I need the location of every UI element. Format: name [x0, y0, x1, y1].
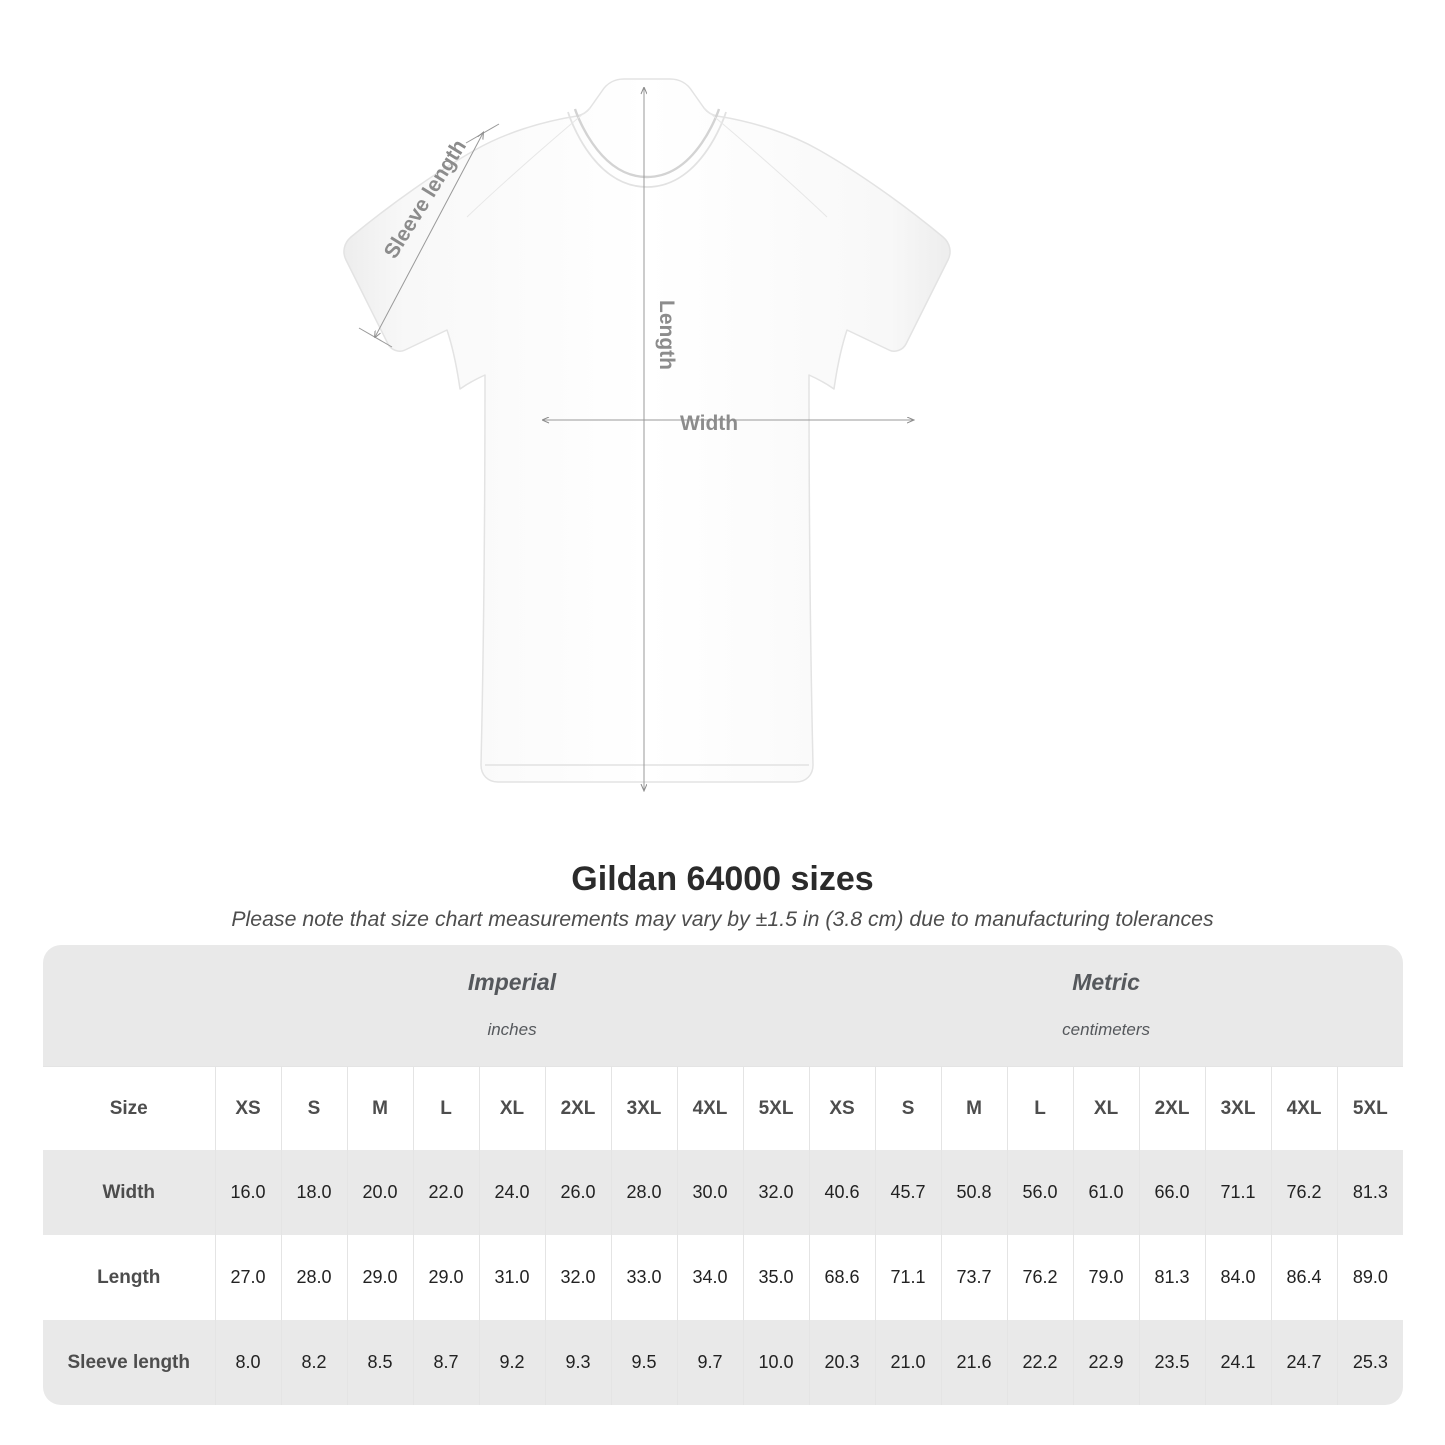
svg-text:Width: Width: [680, 412, 738, 435]
svg-text:Sleeve length: Sleeve length: [380, 136, 471, 263]
svg-text:Length: Length: [655, 300, 678, 370]
